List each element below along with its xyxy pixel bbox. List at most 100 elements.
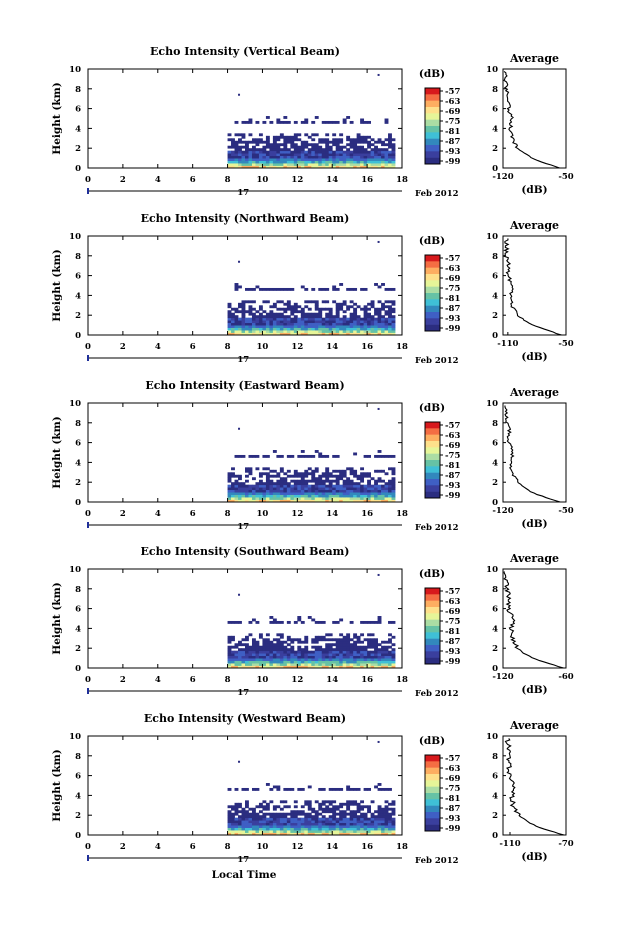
heatmap-cell — [231, 155, 235, 159]
heatmap-cell — [276, 487, 281, 491]
x-tick-label: 4 — [155, 675, 161, 685]
heatmap-cell — [293, 832, 298, 836]
heatmap-cell — [374, 310, 378, 314]
heatmap-cell — [353, 648, 358, 652]
heatmap-cell — [346, 317, 351, 321]
heatmap-cell — [318, 807, 323, 811]
heatmap-cell — [286, 820, 291, 824]
heatmap-cell — [238, 330, 242, 333]
heatmap-cell — [318, 312, 323, 316]
heatmap-cell — [297, 820, 302, 824]
heatmap-cell — [388, 633, 392, 637]
heatmap-cell — [283, 143, 288, 147]
heatmap-cell — [272, 165, 277, 169]
heatmap-cell — [283, 332, 288, 336]
heatmap-cell — [391, 489, 396, 493]
heatmap-cell — [262, 663, 267, 666]
heatmap-cell — [245, 150, 249, 154]
heatmap-cell — [311, 145, 316, 149]
heatmap-cell — [325, 155, 330, 159]
colorbar-swatch — [425, 428, 440, 435]
heatmap-cell — [251, 665, 256, 669]
heatmap-cell — [227, 153, 232, 157]
heatmap-cell — [384, 807, 389, 811]
heatmap-cell — [265, 643, 270, 647]
heatmap-cell — [255, 148, 260, 152]
heatmap-cell — [314, 660, 319, 664]
heatmap-cell — [262, 499, 267, 503]
heatmap-cell — [384, 118, 389, 122]
heatmap-cell — [251, 153, 256, 157]
heatmap-cell — [353, 633, 358, 637]
heatmap-cell — [311, 163, 316, 166]
heatmap-cell — [328, 165, 333, 169]
heatmap-cell — [349, 650, 354, 654]
heatmap-cell — [276, 812, 281, 816]
heatmap-cell — [377, 665, 382, 669]
heatmap-cell — [241, 305, 246, 309]
heatmap-cell — [276, 155, 281, 159]
heatmap-cell — [377, 783, 382, 786]
heatmap-cell — [328, 663, 333, 666]
heatmap-cell — [388, 499, 392, 503]
heatmap-cell — [356, 648, 361, 652]
heatmap-cell — [367, 653, 371, 657]
heatmap-cell — [346, 116, 351, 119]
heatmap-cell — [265, 287, 270, 291]
heatmap-cell — [314, 620, 319, 624]
heatmap-cell — [339, 165, 344, 169]
heatmap-cell — [276, 327, 281, 331]
y-axis-label: Height (km) — [51, 82, 63, 154]
heatmap-cell — [391, 482, 396, 486]
heatmap-cell — [353, 155, 358, 159]
heatmap-cell — [374, 330, 378, 333]
heatmap-cell — [384, 800, 389, 804]
heatmap-cell — [286, 489, 291, 493]
colorbar-swatch — [425, 145, 440, 152]
heatmap-cell — [377, 484, 382, 488]
heatmap-cell — [234, 643, 239, 647]
panel-title: Echo Intensity (Southward Beam) — [141, 545, 350, 558]
heatmap-cell — [307, 325, 312, 328]
heatmap-cell — [231, 332, 235, 336]
heatmap-cell — [241, 327, 246, 331]
heatmap-cell — [342, 643, 347, 647]
heatmap-cell — [293, 663, 298, 666]
heatmap-cell — [346, 135, 351, 139]
heatmap-cell — [321, 648, 326, 652]
heatmap-cell — [321, 499, 326, 503]
heatmap-cell — [374, 665, 378, 669]
heatmap-cell — [339, 812, 344, 816]
heatmap-cell — [325, 825, 330, 828]
heatmap-cell — [339, 802, 344, 806]
heatmap-cell — [346, 830, 351, 833]
heatmap-cell — [318, 310, 323, 314]
heatmap-cell — [245, 155, 249, 159]
heatmap-cell — [363, 158, 368, 161]
heatmap-cell — [269, 310, 274, 314]
heatmap-cell — [255, 650, 260, 654]
heatmap-cell — [332, 327, 337, 331]
heatmap-cell — [311, 817, 316, 821]
heatmap-cell — [325, 805, 330, 809]
colorbar-swatch — [425, 786, 440, 794]
heatmap-cell — [300, 285, 305, 289]
heatmap-cell — [391, 327, 396, 331]
heatmap-cell — [363, 825, 368, 828]
heatmap-cell — [276, 825, 281, 828]
heatmap-cell — [245, 325, 249, 328]
heatmap-cell — [325, 477, 330, 481]
heatmap-cell — [297, 484, 302, 488]
heatmap-cell — [381, 160, 385, 164]
heatmap-cell — [300, 820, 305, 824]
heatmap-cell — [231, 620, 235, 624]
heatmap-cell — [374, 150, 378, 154]
heatmap-cell — [238, 140, 242, 144]
heatmap-cell — [346, 165, 351, 169]
heatmap-cell — [342, 650, 347, 654]
heatmap-cell — [290, 479, 295, 483]
x-tick-label: 16 — [361, 509, 373, 519]
heatmap-cell — [238, 825, 242, 828]
heatmap-cell — [374, 320, 378, 324]
heatmap-cell — [248, 120, 253, 124]
